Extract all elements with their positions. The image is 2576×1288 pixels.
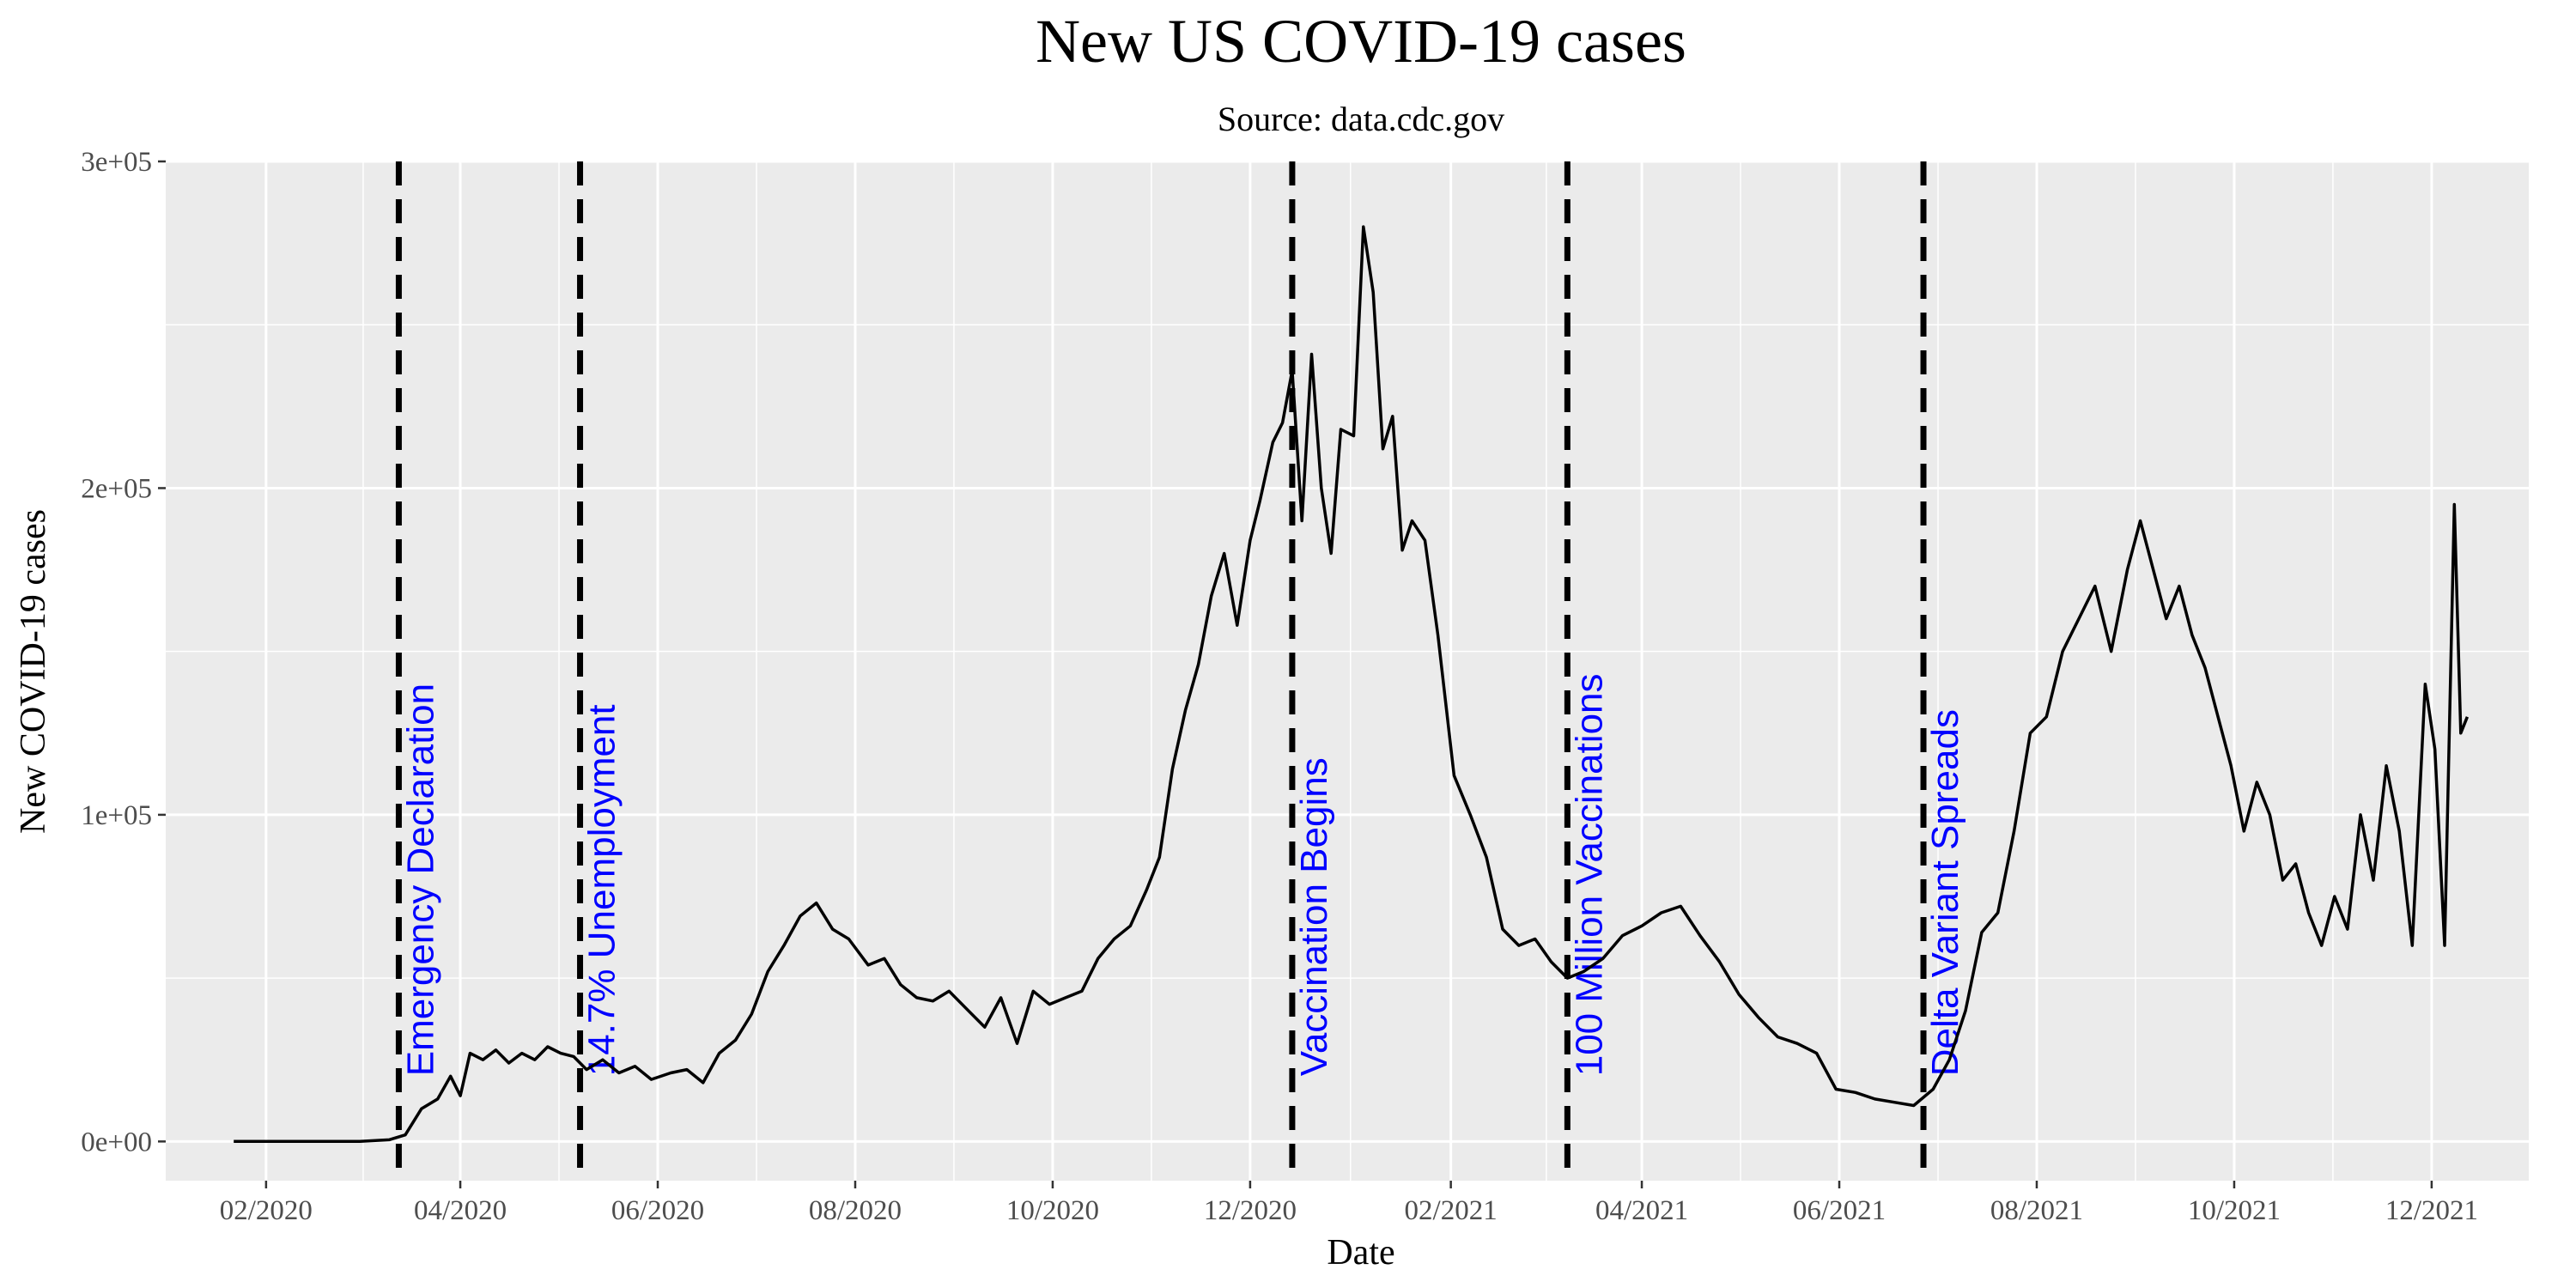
- event-label: Vaccination Begins: [1293, 757, 1335, 1076]
- cases-line: [234, 225, 2470, 1144]
- x-tick-label: 06/2020: [611, 1195, 704, 1226]
- y-tick-label: 1e+05: [81, 800, 152, 831]
- chart-subtitle: Source: data.cdc.gov: [1218, 100, 1504, 138]
- gridlines: [166, 160, 2529, 1181]
- x-tick-label: 12/2020: [1204, 1195, 1297, 1226]
- y-tick-label: 3e+05: [81, 147, 152, 178]
- x-tick-label: 08/2021: [1990, 1195, 2083, 1226]
- y-tick-label: 0e+00: [81, 1127, 152, 1157]
- x-axis-title: Date: [1327, 1233, 1394, 1273]
- x-tick-label: 10/2021: [2188, 1195, 2281, 1226]
- event-label: Delta Variant Spreads: [1924, 709, 1966, 1076]
- plot-panel: [166, 161, 2529, 1181]
- chart-title: New US COVID-19 cases: [1036, 7, 1686, 76]
- x-tick-label: 04/2021: [1595, 1195, 1688, 1226]
- event-label: 100 Million Vaccinations: [1568, 673, 1610, 1076]
- x-tick-label: 02/2020: [220, 1195, 313, 1226]
- x-tick-label: 02/2021: [1405, 1195, 1498, 1226]
- x-tick-label: 08/2020: [809, 1195, 902, 1226]
- event-label: 14.7% Unemployment: [581, 704, 623, 1076]
- x-tick-label: 10/2020: [1006, 1195, 1099, 1226]
- y-axis-title: New COVID-19 cases: [14, 509, 53, 834]
- x-tick-label: 04/2020: [414, 1195, 507, 1226]
- x-axis: 02/2020 04/2020 06/2020 08/2020 10/2020 12/20…: [220, 1181, 2478, 1226]
- event-label: Emergency Declaration: [399, 683, 441, 1076]
- event-markers: Emergency Declaration 14.7% Unemployment V…: [395, 161, 1966, 1181]
- y-tick-label: 2e+05: [81, 473, 152, 504]
- x-tick-label: 06/2021: [1793, 1195, 1886, 1226]
- y-axis: 0e+00 1e+05 2e+05 3e+05: [81, 147, 166, 1157]
- x-tick-label: 12/2021: [2385, 1195, 2478, 1226]
